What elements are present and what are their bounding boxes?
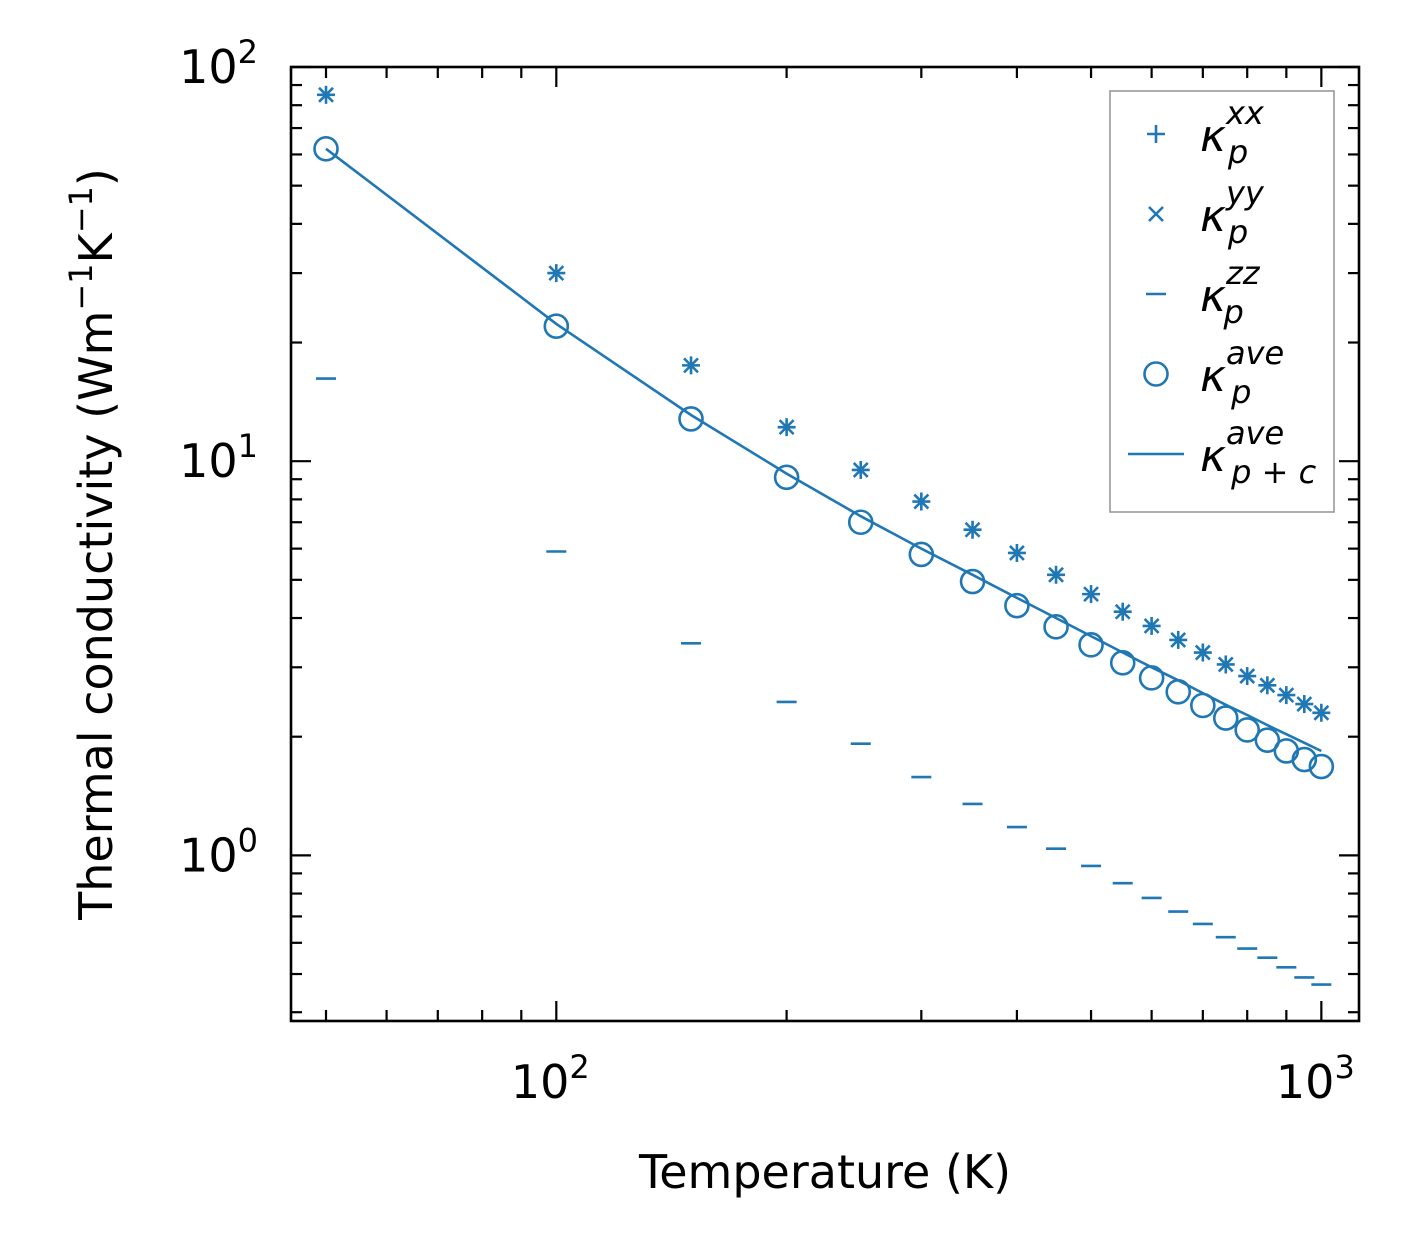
series-kappa_p_yy <box>318 86 1330 721</box>
data-point-kappa_p_ave <box>1291 746 1318 773</box>
data-point-kappa_p_yy <box>1278 687 1295 704</box>
data-point-kappa_p_yy <box>778 419 795 436</box>
data-point-kappa_p_yy <box>1143 618 1160 634</box>
x-tick-label: 103 <box>1276 1048 1355 1109</box>
data-point-kappa_p_yy <box>1083 586 1099 603</box>
y-tick-label: 102 <box>179 33 258 94</box>
data-point-kappa_p_yy <box>1048 566 1064 583</box>
data-point-kappa_p_yy <box>548 265 565 282</box>
axis-ticks <box>289 65 1361 1023</box>
data-point-kappa_p_yy <box>852 462 869 478</box>
axis-labels: 102 103 100 101 102 Temperature (K) Thermal co… <box>62 33 1355 1199</box>
data-point-kappa_p_ave <box>1212 705 1239 731</box>
legend-marker-plus <box>1147 125 1165 143</box>
x-axis-label: Temperature (K) <box>638 1145 1011 1199</box>
data-point-kappa_p_yy <box>683 357 699 374</box>
data-point-kappa_p_ave <box>313 136 339 162</box>
data-point-kappa_p_yy <box>1217 656 1234 673</box>
series-line-kappa_p+c_ave <box>325 147 1322 753</box>
series-kappa_p_zz <box>316 377 1332 986</box>
data-point-kappa_p_yy <box>1194 644 1211 661</box>
data-point-kappa_p_yy <box>1170 632 1187 648</box>
data-point-kappa_p_yy <box>1008 545 1025 561</box>
data-point-kappa_p_ave <box>773 464 800 491</box>
legend-label: κyy p <box>1200 174 1265 251</box>
axes-frame <box>289 65 1361 1023</box>
legend-label: κxx p <box>1200 94 1265 171</box>
data-point-kappa_p_yy <box>913 493 930 510</box>
series-kappa_p+c_ave <box>325 147 1322 753</box>
plot-area <box>313 85 1335 986</box>
data-point-kappa_p_ave <box>1043 614 1069 640</box>
data-point-kappa_p_ave <box>1308 753 1335 780</box>
legend-label: κave p + c <box>1200 414 1317 491</box>
data-point-kappa_p_ave <box>1078 632 1104 658</box>
data-point-kappa_p_ave <box>678 406 704 432</box>
legend-marker-x <box>1148 206 1164 222</box>
data-point-kappa_p_ave <box>1234 717 1261 743</box>
data-point-kappa_p_yy <box>1259 677 1276 694</box>
data-point-kappa_p_ave <box>1254 727 1281 753</box>
data-point-kappa_p_ave <box>1004 592 1030 619</box>
data-point-kappa_p_yy <box>1239 668 1256 684</box>
data-point-kappa_p_yy <box>1313 704 1330 721</box>
data-point-kappa_p_yy <box>964 521 981 538</box>
data-point-kappa_p_yy <box>318 86 334 103</box>
data-point-kappa_p_yy <box>1114 603 1131 620</box>
data-point-kappa_p_ave <box>543 313 570 340</box>
x-tick-label: 102 <box>511 1048 590 1109</box>
y-tick-label: 101 <box>179 427 258 488</box>
legend-marker-circle <box>1143 361 1169 387</box>
series-kappa_p_ave <box>313 136 1335 780</box>
y-tick-label: 100 <box>179 821 258 882</box>
legend-label: κzz p <box>1200 254 1261 331</box>
legend-label: κave p <box>1200 334 1284 411</box>
legend-box <box>1109 90 1335 513</box>
data-point-kappa_p_yy <box>1296 696 1313 712</box>
y-axis-label: Thermal conductivity (Wm−1K−1) <box>62 168 123 921</box>
